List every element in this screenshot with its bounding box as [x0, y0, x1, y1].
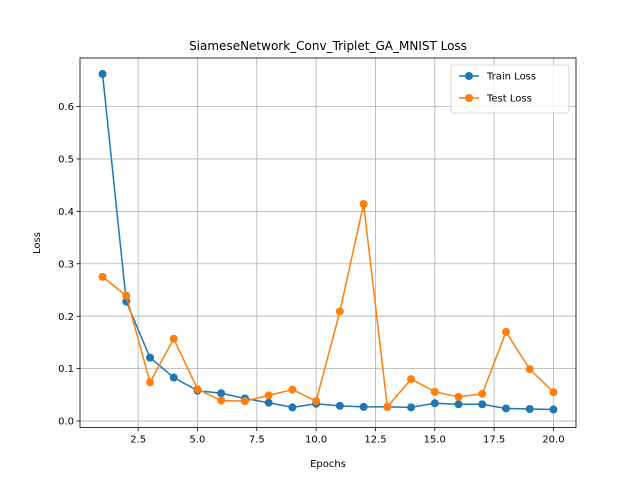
- y-tick-label: 0.6: [58, 102, 74, 113]
- test-loss-point: [169, 334, 178, 343]
- x-tick-label: 20.0: [542, 435, 564, 446]
- x-axis-label: Epochs: [310, 459, 346, 470]
- train-loss-series: [98, 69, 558, 414]
- train-loss-point: [146, 353, 155, 362]
- test-loss-point: [288, 385, 297, 394]
- chart-title: SiameseNetwork_Conv_Triplet_GA_MNIST Los…: [189, 39, 467, 53]
- test-loss-point: [146, 378, 155, 387]
- test-loss-point: [454, 392, 463, 401]
- x-tick-label: 12.5: [364, 435, 386, 446]
- test-loss-point: [383, 402, 392, 411]
- test-loss-point: [98, 272, 107, 281]
- train-loss-point: [217, 389, 226, 398]
- test-loss-point: [478, 389, 487, 398]
- train-loss-point: [454, 400, 463, 409]
- test-loss-point: [193, 385, 202, 394]
- x-tick-label: 15.0: [424, 435, 446, 446]
- test-loss-point: [240, 397, 249, 406]
- x-tick-label: 5.0: [190, 435, 206, 446]
- test-loss-point: [312, 397, 321, 406]
- train-loss-point: [169, 373, 178, 382]
- plot-frame: [79, 57, 577, 429]
- train-loss-point: [98, 69, 107, 78]
- test-loss-series: [98, 200, 558, 411]
- train-loss-point: [264, 398, 273, 407]
- legend-item-test-loss: Test Loss: [459, 94, 532, 105]
- legend-box: [450, 64, 570, 114]
- train-loss-point: [407, 403, 416, 412]
- test-loss-point: [525, 365, 534, 374]
- train-loss-point: [288, 403, 297, 412]
- train-loss-point: [501, 404, 510, 413]
- legend-marker-test-loss: [465, 94, 473, 102]
- x-tick-label: 10.0: [305, 435, 327, 446]
- test-loss-point: [549, 388, 558, 397]
- y-tick-label: 0.4: [58, 207, 74, 218]
- test-loss-point: [359, 200, 368, 209]
- legend-marker-train-loss: [465, 72, 473, 80]
- test-loss-point: [264, 391, 273, 400]
- test-loss-point: [217, 396, 226, 405]
- train-loss-point: [478, 400, 487, 409]
- y-tick-label: 0.3: [58, 259, 74, 270]
- train-loss-point: [430, 399, 439, 408]
- x-axis-ticks: 2.5 5.0 7.5 10.0 12.5 15.0 17.5 20.0: [130, 427, 565, 446]
- y-tick-label: 0.5: [58, 155, 74, 166]
- legend-item-train-loss: Train Loss: [459, 72, 536, 83]
- x-tick-label: 7.5: [249, 435, 265, 446]
- test-loss-point: [122, 291, 131, 300]
- legend: Train Loss Test Loss: [450, 64, 570, 114]
- test-loss-point: [407, 375, 416, 384]
- y-tick-label: 0.2: [58, 312, 74, 323]
- legend-label-test-loss: Test Loss: [486, 94, 532, 105]
- y-axis-label: Loss: [32, 232, 43, 254]
- y-axis-ticks: 0.0 0.1 0.2 0.3 0.4 0.5 0.6: [58, 102, 80, 428]
- train-loss-point: [549, 405, 558, 414]
- plot-series: [98, 69, 558, 414]
- test-loss-point: [430, 387, 439, 396]
- train-loss-point: [359, 402, 368, 411]
- y-tick-label: 0.1: [58, 364, 74, 375]
- train-loss-point: [335, 401, 344, 410]
- train-loss-point: [525, 404, 534, 413]
- grid-lines: [80, 58, 576, 428]
- test-loss-point: [501, 327, 510, 336]
- legend-label-train-loss: Train Loss: [486, 72, 536, 83]
- x-tick-label: 2.5: [130, 435, 146, 446]
- y-tick-label: 0.0: [58, 417, 74, 428]
- x-tick-label: 17.5: [483, 435, 505, 446]
- test-loss-point: [335, 307, 344, 316]
